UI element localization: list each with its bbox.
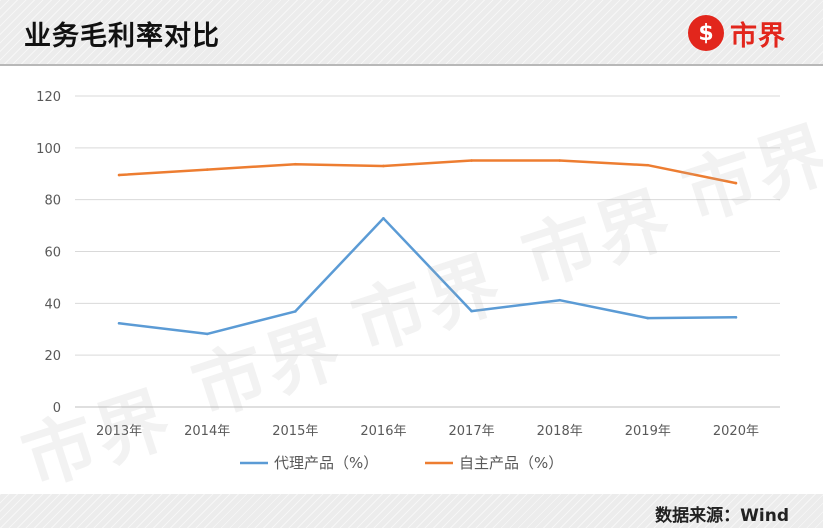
x-tick-label: 2015年 <box>272 424 318 439</box>
data-point <box>117 173 121 177</box>
data-point <box>117 321 121 325</box>
data-point <box>558 298 561 302</box>
x-tick-label: 2013年 <box>96 424 142 439</box>
data-point <box>382 217 385 220</box>
data-point <box>558 159 561 162</box>
legend-label: 自主产品（%） <box>459 454 563 472</box>
y-tick-label: 120 <box>36 90 61 105</box>
data-point <box>382 164 385 168</box>
y-tick-label: 20 <box>44 349 61 364</box>
x-tick-label: 2016年 <box>360 424 406 439</box>
y-tick-label: 0 <box>53 401 61 416</box>
x-tick-label: 2014年 <box>184 424 230 439</box>
y-tick-label: 40 <box>44 297 61 312</box>
data-point <box>205 168 209 171</box>
data-point <box>294 310 297 313</box>
legend-label: 代理产品（%） <box>274 454 378 472</box>
gridlines <box>75 95 780 408</box>
data-source: 数据来源：Wind <box>655 506 789 526</box>
y-tick-label: 60 <box>44 246 61 261</box>
footer-bar: 数据来源：Wind <box>0 494 823 528</box>
data-point <box>294 162 297 166</box>
chart-title: 业务毛利率对比 <box>24 21 220 52</box>
y-axis-ticks: 0 20 40 60 80 100 120 <box>36 90 61 416</box>
y-tick-label: 80 <box>44 194 61 209</box>
x-tick-label: 2017年 <box>449 424 495 439</box>
data-point <box>470 309 473 313</box>
data-point <box>470 159 473 162</box>
header-bar: 业务毛利率对比 $ 市界 <box>0 0 823 66</box>
data-point <box>646 163 650 167</box>
series-line-1 <box>117 159 738 185</box>
data-point <box>646 316 650 320</box>
brand-logo-text: 市界 <box>730 20 786 52</box>
dollar-icon: $ <box>688 15 724 51</box>
brand-logo: $ 市界 <box>688 13 786 53</box>
data-point <box>205 332 209 336</box>
chart-area: 0 20 40 60 80 100 120 2013年 2014年 2015年 2016年 2017… <box>0 66 823 494</box>
x-tick-label: 2020年 <box>713 424 759 439</box>
line-chart: 0 20 40 60 80 100 120 2013年 2014年 2015年 2016年 2017… <box>36 90 780 472</box>
legend: 代理产品（%） 自主产品（%） <box>240 454 563 472</box>
x-tick-label: 2019年 <box>625 424 671 439</box>
x-tick-label: 2018年 <box>537 424 583 439</box>
data-point <box>734 316 738 319</box>
series-line-0 <box>117 217 738 336</box>
series-lines <box>117 159 738 336</box>
x-axis-ticks: 2013年 2014年 2015年 2016年 2017年 2018年 2019年 2020年 <box>96 424 759 439</box>
data-point <box>734 181 738 185</box>
y-tick-label: 100 <box>36 142 61 157</box>
